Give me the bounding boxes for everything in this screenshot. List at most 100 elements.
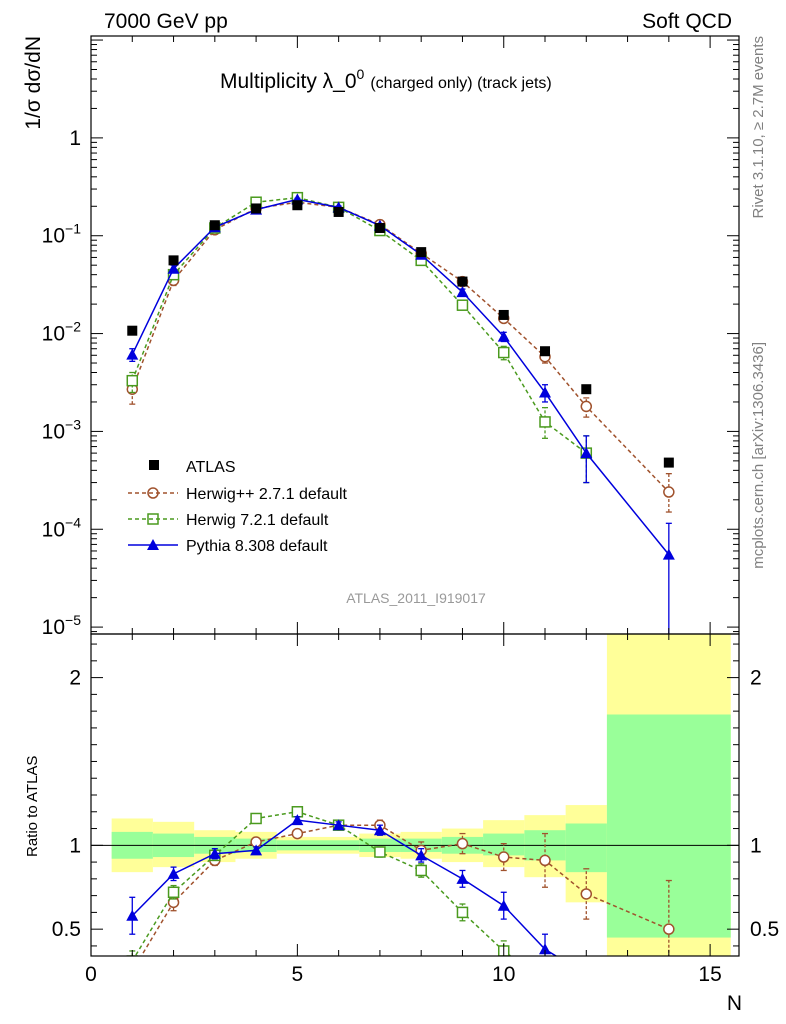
y-tick-label-base-3: 10 <box>42 420 65 443</box>
atlas-point-0 <box>127 325 138 336</box>
side-note-top: Rivet 3.1.10, ≥ 2.7M events <box>750 36 767 219</box>
y-tick-label-4: 10−4 <box>42 514 82 541</box>
x-tick-label-5: 5 <box>292 963 304 986</box>
atlas-point-12 <box>663 457 674 468</box>
y-tick-label-base-1: 10 <box>42 225 65 248</box>
text-layer: 7000 GeV pp Soft QCD Multiplicity λ_00(c… <box>22 10 767 1015</box>
y-tick-label-3: 10−3 <box>42 416 82 443</box>
y-tick-label-5: 10−5 <box>42 612 82 639</box>
y-tick-label-base-2: 10 <box>42 323 65 346</box>
point-main-0-11 <box>580 400 593 413</box>
y-tick-label-exp-5: −5 <box>65 612 81 628</box>
x-axis-label: N <box>727 992 742 1015</box>
legend-label-herwigpp: Herwig++ 2.7.1 default <box>186 486 348 503</box>
legend-label-atlas: ATLAS <box>186 459 236 476</box>
point-ratio-2-12 <box>663 987 675 998</box>
y-tick-label-exp-3: −3 <box>65 416 81 432</box>
plot-title: Multiplicity λ_00 (charged only) (track j… <box>220 66 552 93</box>
y-tick-label-0: 1 <box>69 127 81 150</box>
legend-marker-atlas <box>149 460 159 470</box>
point-ratio-0-4 <box>291 827 304 840</box>
point-ratio-2-1 <box>167 867 180 879</box>
point-main-1-10 <box>539 416 551 428</box>
point-ratio-1-3 <box>250 812 262 825</box>
main-series-group <box>126 191 675 634</box>
ratio-band-inner-12 <box>606 714 731 938</box>
side-note-bottom: mcplots.cern.ch [arXiv:1306.3436] <box>750 342 767 569</box>
point-ratio-1-6 <box>374 846 386 858</box>
point-ratio-2-5 <box>332 819 345 831</box>
atlas-point-5 <box>333 206 344 217</box>
point-ratio-2-2 <box>208 847 221 859</box>
y-tick-label-base-5: 10 <box>42 616 65 639</box>
y-tick-label-base-4: 10 <box>42 518 65 541</box>
point-main-2-0 <box>126 348 139 360</box>
point-main-2-1 <box>167 262 180 274</box>
point-ratio-1-11 <box>581 971 591 981</box>
point-ratio-2-4 <box>291 814 304 826</box>
ratio-tick-label-right-2: 2 <box>750 667 762 690</box>
header-right: Soft QCD <box>642 10 732 33</box>
series-layer <box>126 191 675 998</box>
x-tick-label-0: 0 <box>85 963 97 986</box>
y-tick-label-1: 10−1 <box>42 221 82 248</box>
frame-layer <box>90 35 740 957</box>
point-ratio-2-11 <box>580 968 592 979</box>
point-main-0-12 <box>663 486 675 498</box>
plot-title-main: Multiplicity λ_0 <box>220 70 357 93</box>
atlas-point-2 <box>209 220 220 231</box>
x-tick-label-15: 15 <box>698 963 721 986</box>
ratio-tick-label-left-0: 0.5 <box>52 918 81 941</box>
point-ratio-2-3 <box>250 844 263 856</box>
point-main-1-9 <box>497 346 510 359</box>
ratio-tick-label-right-1: 1 <box>750 834 762 857</box>
point-ratio-2-9 <box>497 899 510 911</box>
atlas-point-3 <box>251 203 262 214</box>
atlas-point-1 <box>168 255 179 266</box>
legend-marker-herwig7 <box>147 513 159 525</box>
ratio-band-group <box>111 634 731 956</box>
point-ratio-0-9 <box>497 851 510 863</box>
point-main-2-9 <box>497 330 510 342</box>
point-ratio-2-0 <box>126 909 139 921</box>
point-ratio-1-7 <box>415 864 427 877</box>
atlas-point-10 <box>540 346 551 357</box>
atlas-point-6 <box>374 222 385 233</box>
ratio-series-group <box>126 806 675 998</box>
legend: ATLAS Herwig++ 2.7.1 default Herwig 7.2.… <box>128 459 348 555</box>
atlas-point-7 <box>416 247 427 258</box>
point-ratio-1-10 <box>540 976 550 986</box>
header-left: 7000 GeV pp <box>104 10 228 33</box>
point-ratio-0-12 <box>663 923 675 935</box>
series-line-main-1 <box>131 196 587 454</box>
legend-label-pythia: Pythia 8.308 default <box>186 538 328 555</box>
atlas-point-11 <box>581 384 592 395</box>
y-axis-label-main: 1/σ dσ/dN <box>22 36 45 130</box>
point-ratio-0-8 <box>456 837 469 850</box>
y-axis-label-ratio: Ratio to ATLAS <box>24 756 41 857</box>
point-main-2-8 <box>456 286 469 298</box>
y-tick-label-exp-1: −1 <box>65 221 81 237</box>
point-ratio-2-6 <box>373 824 386 836</box>
point-ratio-1-8 <box>456 906 469 919</box>
point-main-1-8 <box>456 299 469 311</box>
point-main-2-10 <box>539 386 552 398</box>
analysis-id: ATLAS_2011_I919017 <box>346 590 486 606</box>
point-ratio-2-8 <box>456 872 469 884</box>
legend-marker-herwigpp <box>147 487 159 499</box>
x-tick-label-10: 10 <box>492 963 515 986</box>
y-tick-label-exp-2: −2 <box>65 319 81 335</box>
point-ratio-0-10 <box>539 854 551 867</box>
ratio-tick-label-left-2: 2 <box>69 667 81 690</box>
atlas-point-9 <box>498 309 509 320</box>
ratio-bands-layer <box>111 634 731 956</box>
atlas-point-4 <box>292 200 303 211</box>
point-ratio-2-7 <box>415 849 428 861</box>
atlas-point-8 <box>457 276 468 287</box>
point-ratio-1-0 <box>126 955 139 956</box>
point-main-1-0 <box>126 374 139 387</box>
legend-label-herwig7: Herwig 7.2.1 default <box>186 512 329 529</box>
y-tick-label-base-0: 1 <box>69 127 81 150</box>
ratio-tick-label-left-1: 1 <box>69 834 81 857</box>
y-tick-label-exp-4: −4 <box>65 514 81 530</box>
